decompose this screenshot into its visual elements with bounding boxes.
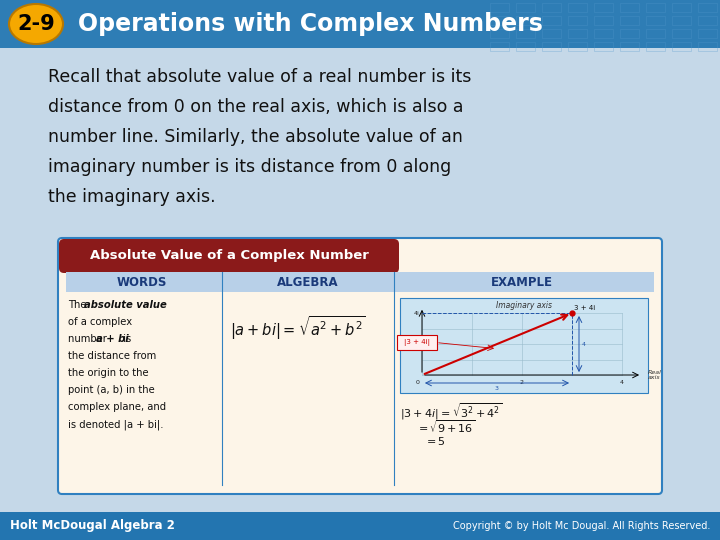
Text: 3: 3 [495,386,499,391]
Text: a + bi: a + bi [96,334,129,344]
Text: the distance from: the distance from [68,351,156,361]
Text: $|3 + 4i| = \sqrt{3^2 + 4^2}$: $|3 + 4i| = \sqrt{3^2 + 4^2}$ [400,401,503,422]
Text: ALGEBRA: ALGEBRA [277,275,339,288]
Text: 3 + 4i: 3 + 4i [574,305,595,311]
Text: 4: 4 [582,341,586,347]
Text: 2-9: 2-9 [17,14,55,34]
Text: Copyright © by Holt Mc Dougal. All Rights Reserved.: Copyright © by Holt Mc Dougal. All Right… [453,521,710,531]
Text: the imaginary axis.: the imaginary axis. [48,188,215,206]
Text: distance from 0 on the real axis, which is also a: distance from 0 on the real axis, which … [48,98,464,116]
Text: 2: 2 [520,380,524,385]
Text: Imaginary axis: Imaginary axis [496,300,552,309]
Text: absolute value: absolute value [84,300,167,310]
FancyBboxPatch shape [58,238,662,494]
FancyBboxPatch shape [0,0,720,48]
FancyBboxPatch shape [397,335,437,350]
Text: Operations with Complex Numbers: Operations with Complex Numbers [78,12,543,36]
Ellipse shape [9,4,63,44]
Text: |3 + 4i|: |3 + 4i| [404,339,430,346]
Text: number line. Similarly, the absolute value of an: number line. Similarly, the absolute val… [48,128,463,146]
Text: is denoted |a + bi|.: is denoted |a + bi|. [68,419,163,429]
Text: The: The [68,300,89,310]
FancyBboxPatch shape [0,512,720,540]
Text: Absolute Value of a Complex Number: Absolute Value of a Complex Number [89,249,369,262]
FancyBboxPatch shape [400,298,648,393]
FancyBboxPatch shape [59,239,399,273]
Text: 4: 4 [620,380,624,385]
Text: WORDS: WORDS [117,275,167,288]
Text: complex plane, and: complex plane, and [68,402,166,412]
Text: the origin to the: the origin to the [68,368,148,378]
Text: imaginary number is its distance from 0 along: imaginary number is its distance from 0 … [48,158,451,176]
Text: number: number [68,334,110,344]
Text: Recall that absolute value of a real number is its: Recall that absolute value of a real num… [48,68,472,86]
Text: point (a, b) in the: point (a, b) in the [68,385,155,395]
Text: Real
axis: Real axis [648,369,662,380]
Text: $= 5$: $= 5$ [424,435,446,447]
Text: EXAMPLE: EXAMPLE [491,275,553,288]
Text: of a complex: of a complex [68,317,132,327]
Text: $= \sqrt{9 + 16}$: $= \sqrt{9 + 16}$ [416,418,475,435]
Text: $|a + bi| = \sqrt{a^2 + b^2}$: $|a + bi| = \sqrt{a^2 + b^2}$ [230,314,366,342]
Text: 0: 0 [415,380,419,385]
Text: 4i: 4i [413,310,419,315]
FancyBboxPatch shape [66,272,654,292]
Text: is: is [120,334,131,344]
Text: Holt McDougal Algebra 2: Holt McDougal Algebra 2 [10,519,175,532]
